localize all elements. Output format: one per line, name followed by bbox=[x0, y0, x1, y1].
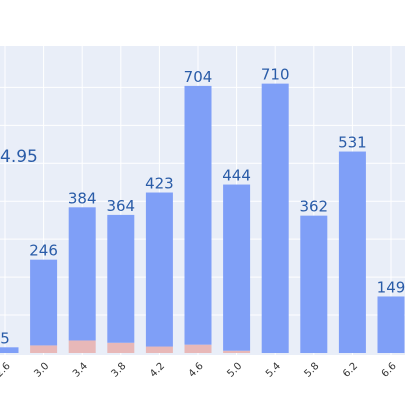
data-label-4.6: 704 bbox=[184, 68, 213, 86]
data-label-6.2: 531 bbox=[338, 134, 367, 152]
x-tick-label-3.8: 3.8 bbox=[110, 361, 129, 380]
data-labels: 5 246 384 364 423 704 444 710 362 531 149 bbox=[0, 66, 405, 348]
x-tick-label-6.6: 6.6 bbox=[380, 361, 399, 380]
bar-segment-pink-3.0 bbox=[30, 345, 58, 353]
x-tick-label-4.2: 4.2 bbox=[148, 361, 167, 380]
bar-segment-pink-4.2 bbox=[145, 346, 173, 353]
bar-segment-pink-3.8 bbox=[107, 342, 135, 353]
x-tick-label-2.6: 2.6 bbox=[0, 361, 13, 380]
data-label-6.6: 149 bbox=[377, 278, 405, 296]
data-label-3.8: 364 bbox=[106, 197, 135, 215]
x-tick-label-3.0: 3.0 bbox=[32, 361, 51, 380]
data-label-2.6: 5 bbox=[0, 329, 10, 347]
x-tick-label-5.8: 5.8 bbox=[303, 361, 322, 380]
bar-segment-blue-3.8 bbox=[107, 214, 135, 343]
bars bbox=[0, 83, 405, 353]
bar-segment-pink-3.4 bbox=[68, 340, 96, 353]
data-label-5.8: 362 bbox=[299, 198, 328, 216]
x-tick-label-6.2: 6.2 bbox=[341, 361, 360, 380]
bar-segment-pink-5.0 bbox=[223, 350, 251, 353]
x-tick-label-5.4: 5.4 bbox=[264, 361, 283, 380]
bar-segment-blue-5.4 bbox=[261, 83, 289, 353]
annotation-label: 4.95 bbox=[0, 147, 38, 167]
data-label-3.4: 384 bbox=[68, 189, 97, 207]
bar-segment-blue-6.2 bbox=[338, 151, 366, 353]
bar-segment-pink-4.6 bbox=[184, 344, 212, 353]
bar-segment-blue-3.0 bbox=[30, 259, 58, 346]
bar-segment-blue-4.6 bbox=[184, 85, 212, 345]
x-tick-label-4.6: 4.6 bbox=[187, 361, 206, 380]
x-tick-labels: 2.6 3.0 3.4 3.8 4.2 4.6 5.0 5.4 5.8 6.2 6.6 bbox=[0, 361, 399, 380]
bar-segment-blue-5.0 bbox=[223, 184, 251, 351]
bar-segment-blue-3.4 bbox=[68, 207, 96, 341]
x-tick-label-3.4: 3.4 bbox=[71, 361, 90, 380]
data-label-3.0: 246 bbox=[29, 242, 58, 260]
bar-segment-blue-6.6 bbox=[377, 296, 405, 353]
bar-segment-blue-4.2 bbox=[145, 192, 173, 347]
x-tick-label-5.0: 5.0 bbox=[225, 361, 244, 380]
bar-segment-blue-2.6 bbox=[0, 347, 19, 353]
data-label-4.2: 423 bbox=[145, 175, 174, 193]
data-label-5.0: 444 bbox=[222, 167, 251, 185]
bar-segment-blue-5.8 bbox=[300, 215, 328, 353]
data-label-5.4: 710 bbox=[261, 66, 290, 84]
